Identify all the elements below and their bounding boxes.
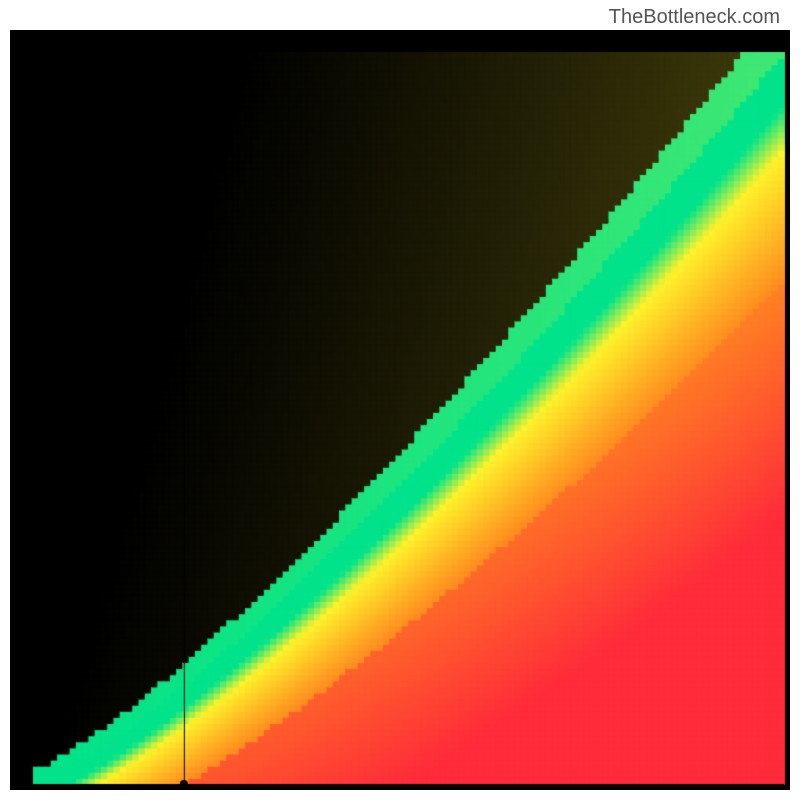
heatmap-plot: [10, 30, 790, 790]
watermark-text: TheBottleneck.com: [609, 6, 780, 29]
heatmap-canvas: [10, 30, 790, 790]
